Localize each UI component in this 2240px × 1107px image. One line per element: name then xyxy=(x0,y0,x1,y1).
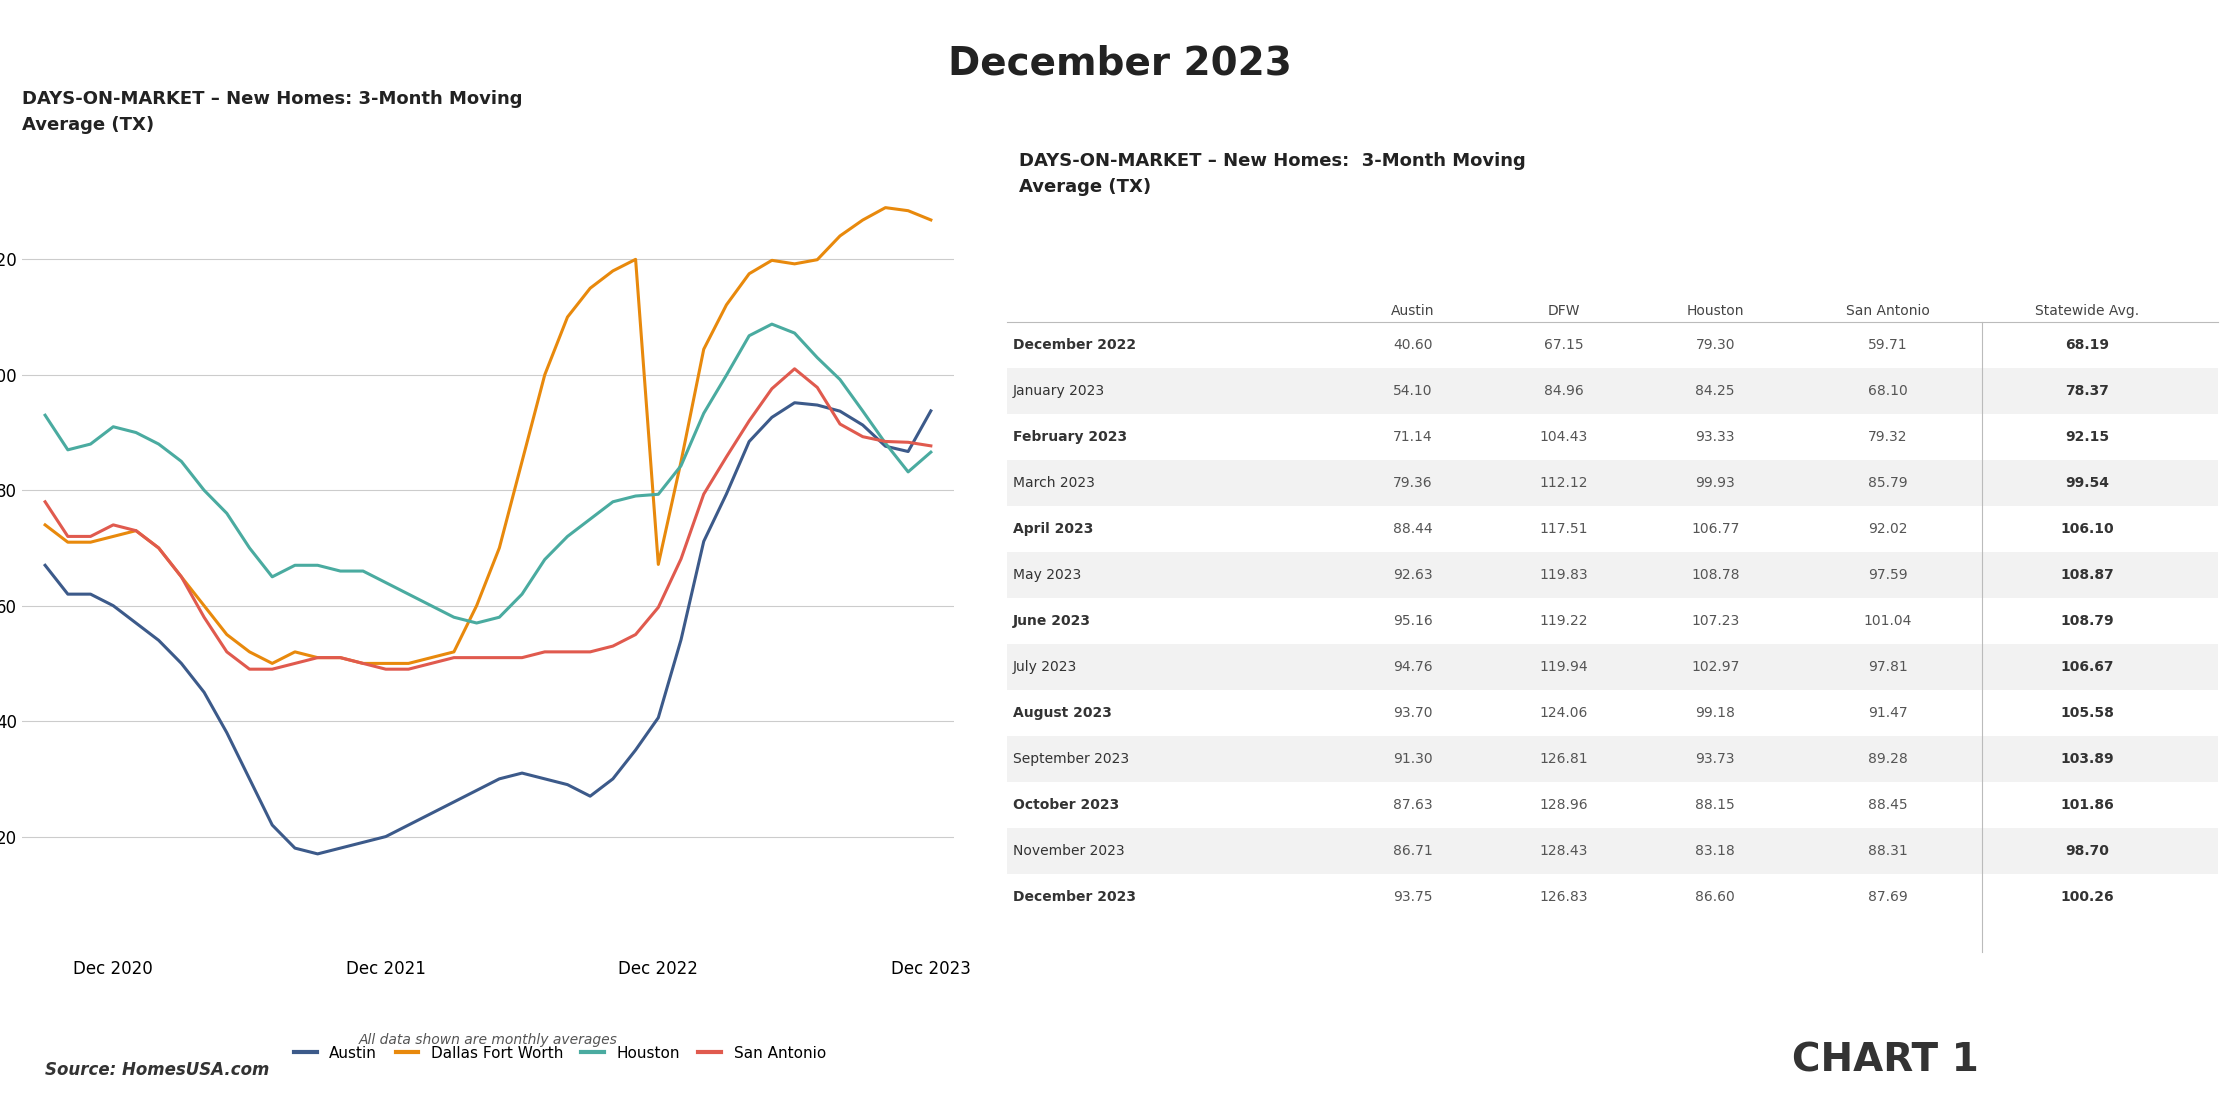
Text: 88.15: 88.15 xyxy=(1696,798,1736,813)
Text: 104.43: 104.43 xyxy=(1539,430,1588,444)
Text: 99.54: 99.54 xyxy=(2065,476,2110,490)
Text: 93.75: 93.75 xyxy=(1393,890,1431,904)
Text: 108.78: 108.78 xyxy=(1691,568,1740,582)
Text: December 2023: December 2023 xyxy=(948,44,1292,82)
Text: 88.44: 88.44 xyxy=(1393,523,1431,536)
Text: 67.15: 67.15 xyxy=(1543,338,1584,352)
Text: All data shown are monthly averages: All data shown are monthly averages xyxy=(358,1033,618,1047)
Text: 119.83: 119.83 xyxy=(1539,568,1588,582)
Text: 89.28: 89.28 xyxy=(1868,753,1908,766)
Text: February 2023: February 2023 xyxy=(1012,430,1127,444)
Text: 103.89: 103.89 xyxy=(2061,753,2115,766)
Text: December 2023: December 2023 xyxy=(1012,890,1136,904)
Text: 128.96: 128.96 xyxy=(1539,798,1588,813)
Text: 95.16: 95.16 xyxy=(1393,614,1434,628)
Text: 98.70: 98.70 xyxy=(2065,845,2110,858)
Text: August 2023: August 2023 xyxy=(1012,706,1111,721)
Bar xyxy=(1008,368,2218,414)
Text: 92.63: 92.63 xyxy=(1393,568,1431,582)
Text: 84.25: 84.25 xyxy=(1696,384,1736,397)
Text: 112.12: 112.12 xyxy=(1539,476,1588,490)
Bar xyxy=(1008,644,2218,690)
Text: 99.18: 99.18 xyxy=(1696,706,1736,721)
Text: 106.10: 106.10 xyxy=(2061,523,2115,536)
Text: May 2023: May 2023 xyxy=(1012,568,1082,582)
Text: 119.94: 119.94 xyxy=(1539,660,1588,674)
Text: July 2023: July 2023 xyxy=(1012,660,1077,674)
Text: 59.71: 59.71 xyxy=(1868,338,1908,352)
Text: CHART 1: CHART 1 xyxy=(1792,1042,1978,1079)
Text: October 2023: October 2023 xyxy=(1012,798,1120,813)
Text: 117.51: 117.51 xyxy=(1539,523,1588,536)
Bar xyxy=(1008,736,2218,783)
Text: 97.81: 97.81 xyxy=(1868,660,1908,674)
Text: 85.79: 85.79 xyxy=(1868,476,1908,490)
Text: March 2023: March 2023 xyxy=(1012,476,1095,490)
Text: 107.23: 107.23 xyxy=(1691,614,1740,628)
Text: Statewide Avg.: Statewide Avg. xyxy=(2036,303,2139,318)
Text: 86.60: 86.60 xyxy=(1696,890,1736,904)
Bar xyxy=(1008,828,2218,875)
Text: 105.58: 105.58 xyxy=(2061,706,2115,721)
Legend: Austin, Dallas Fort Worth, Houston, San Antonio: Austin, Dallas Fort Worth, Houston, San … xyxy=(293,1045,827,1061)
Bar xyxy=(1008,459,2218,506)
Text: 101.86: 101.86 xyxy=(2061,798,2115,813)
Text: 102.97: 102.97 xyxy=(1691,660,1740,674)
Text: 100.26: 100.26 xyxy=(2061,890,2115,904)
Text: 106.67: 106.67 xyxy=(2061,660,2115,674)
Text: 87.69: 87.69 xyxy=(1868,890,1908,904)
Text: Source: HomesUSA.com: Source: HomesUSA.com xyxy=(45,1062,269,1079)
Text: 79.32: 79.32 xyxy=(1868,430,1908,444)
Text: 87.63: 87.63 xyxy=(1393,798,1431,813)
Text: September 2023: September 2023 xyxy=(1012,753,1129,766)
Text: 54.10: 54.10 xyxy=(1393,384,1431,397)
Text: 84.96: 84.96 xyxy=(1543,384,1584,397)
Text: 93.70: 93.70 xyxy=(1393,706,1431,721)
Text: 108.79: 108.79 xyxy=(2061,614,2115,628)
Text: 40.60: 40.60 xyxy=(1393,338,1431,352)
Text: 91.47: 91.47 xyxy=(1868,706,1908,721)
Text: November 2023: November 2023 xyxy=(1012,845,1124,858)
Text: 128.43: 128.43 xyxy=(1539,845,1588,858)
Text: 91.30: 91.30 xyxy=(1393,753,1431,766)
Text: 101.04: 101.04 xyxy=(1864,614,1913,628)
Text: 99.93: 99.93 xyxy=(1696,476,1736,490)
Text: 88.31: 88.31 xyxy=(1868,845,1908,858)
Text: 119.22: 119.22 xyxy=(1539,614,1588,628)
Text: 126.81: 126.81 xyxy=(1539,753,1588,766)
Text: Austin: Austin xyxy=(1391,303,1434,318)
Text: June 2023: June 2023 xyxy=(1012,614,1091,628)
Text: Houston: Houston xyxy=(1687,303,1745,318)
Text: 83.18: 83.18 xyxy=(1696,845,1736,858)
Text: DAYS-ON-MARKET – New Homes:  3-Month Moving
Average (TX): DAYS-ON-MARKET – New Homes: 3-Month Movi… xyxy=(1019,152,1525,196)
Text: DAYS-ON-MARKET – New Homes: 3-Month Moving
Average (TX): DAYS-ON-MARKET – New Homes: 3-Month Movi… xyxy=(22,90,522,134)
Bar xyxy=(1008,552,2218,598)
Text: 94.76: 94.76 xyxy=(1393,660,1431,674)
Text: 124.06: 124.06 xyxy=(1539,706,1588,721)
Text: 93.33: 93.33 xyxy=(1696,430,1736,444)
Text: DFW: DFW xyxy=(1548,303,1579,318)
Text: 79.30: 79.30 xyxy=(1696,338,1736,352)
Text: December 2022: December 2022 xyxy=(1012,338,1136,352)
Text: 68.19: 68.19 xyxy=(2065,338,2110,352)
Text: April 2023: April 2023 xyxy=(1012,523,1093,536)
Text: 88.45: 88.45 xyxy=(1868,798,1908,813)
Text: 79.36: 79.36 xyxy=(1393,476,1431,490)
Text: 68.10: 68.10 xyxy=(1868,384,1908,397)
Text: 86.71: 86.71 xyxy=(1393,845,1434,858)
Text: 126.83: 126.83 xyxy=(1539,890,1588,904)
Text: 108.87: 108.87 xyxy=(2061,568,2115,582)
Text: 93.73: 93.73 xyxy=(1696,753,1736,766)
Text: 78.37: 78.37 xyxy=(2065,384,2110,397)
Text: 106.77: 106.77 xyxy=(1691,523,1740,536)
Text: 71.14: 71.14 xyxy=(1393,430,1431,444)
Text: January 2023: January 2023 xyxy=(1012,384,1104,397)
Text: San Antonio: San Antonio xyxy=(1846,303,1929,318)
Text: 92.15: 92.15 xyxy=(2065,430,2110,444)
Text: 97.59: 97.59 xyxy=(1868,568,1908,582)
Text: 92.02: 92.02 xyxy=(1868,523,1908,536)
